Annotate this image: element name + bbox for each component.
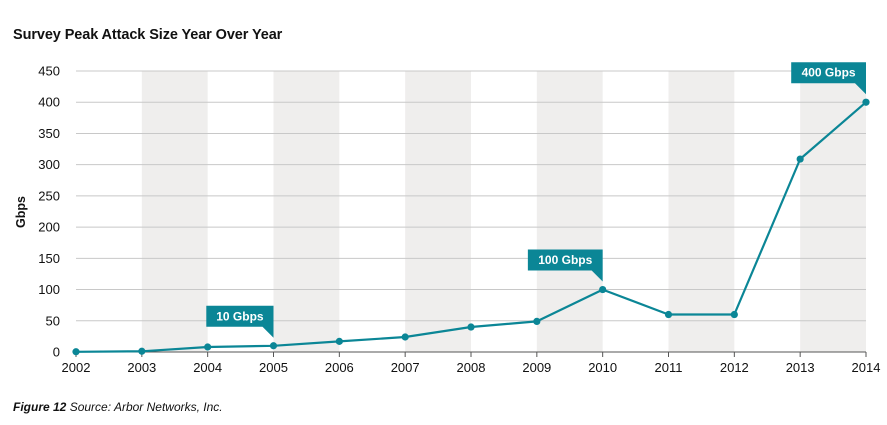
- data-point: [269, 342, 278, 350]
- x-tick-label: 2002: [62, 360, 91, 375]
- callout-box: [791, 62, 866, 95]
- background-band: [273, 71, 340, 352]
- callout: 10 Gbps: [206, 305, 274, 338]
- data-point: [467, 323, 475, 331]
- callout-label: 10 Gbps: [216, 309, 264, 323]
- callout-box: [206, 305, 274, 338]
- callout-label: 100 Gbps: [538, 253, 592, 267]
- y-tick-label: 450: [38, 64, 60, 79]
- figure-caption: Figure 12 Source: Arbor Networks, Inc.: [13, 400, 223, 414]
- y-tick-label: 50: [46, 313, 60, 328]
- data-point: [664, 310, 673, 319]
- y-tick-label: 100: [38, 282, 60, 297]
- background-band: [141, 71, 208, 352]
- x-tick-label: 2010: [588, 360, 617, 375]
- figure-label: Figure 12: [13, 400, 67, 414]
- data-point: [599, 285, 607, 294]
- x-tick-label: 2007: [391, 360, 420, 375]
- x-tick-label: 2008: [457, 360, 486, 375]
- data-point: [862, 98, 870, 106]
- data-point: [204, 343, 212, 351]
- y-axis-label: Gbps: [14, 196, 28, 228]
- x-tick-label: 2003: [127, 360, 156, 375]
- x-tick-label: 2013: [786, 360, 815, 375]
- x-tick-label: 2014: [852, 360, 881, 375]
- data-point: [730, 310, 738, 319]
- series-points: [72, 98, 870, 356]
- x-tick-label: 2009: [522, 360, 551, 375]
- callout: 400 Gbps: [791, 62, 866, 95]
- callout: 100 Gbps: [527, 249, 603, 282]
- annotations: 10 Gbps 100 Gbps 400 Gbps: [206, 62, 866, 338]
- data-point: [335, 337, 343, 345]
- y-tick-label: 150: [38, 251, 60, 266]
- background-band: [800, 71, 866, 352]
- data-point: [533, 317, 541, 326]
- data-point: [72, 348, 80, 356]
- x-axis-ticks: 2002 2003 2004 2005 2006 2007 2008 2009 2010 2011…: [62, 352, 881, 375]
- figure-source: Source: Arbor Networks, Inc.: [66, 400, 223, 414]
- chart-title: Survey Peak Attack Size Year Over Year: [13, 27, 283, 43]
- background-band: [405, 71, 471, 352]
- y-tick-label: 350: [38, 126, 60, 141]
- y-tick-label: 0: [53, 345, 60, 360]
- x-tick-label: 2012: [720, 360, 749, 375]
- y-tick-label: 300: [38, 157, 60, 172]
- background-band: [536, 71, 603, 352]
- x-tick-label: 2004: [193, 360, 222, 375]
- y-tick-label: 200: [38, 220, 60, 235]
- x-tick-label: 2006: [325, 360, 354, 375]
- x-tick-label: 2005: [259, 360, 288, 375]
- data-point: [796, 155, 804, 163]
- x-tick-label: 2011: [655, 360, 683, 375]
- data-point: [401, 333, 409, 341]
- callout-label: 400 Gbps: [802, 66, 856, 80]
- background-band: [668, 71, 735, 352]
- y-tick-label: 400: [38, 95, 60, 110]
- y-tick-label: 250: [38, 188, 60, 203]
- y-axis-ticks: 0 50 100 150 200 250 300 350 400 450: [38, 64, 60, 360]
- data-point: [138, 347, 146, 355]
- callout-box: [527, 249, 603, 282]
